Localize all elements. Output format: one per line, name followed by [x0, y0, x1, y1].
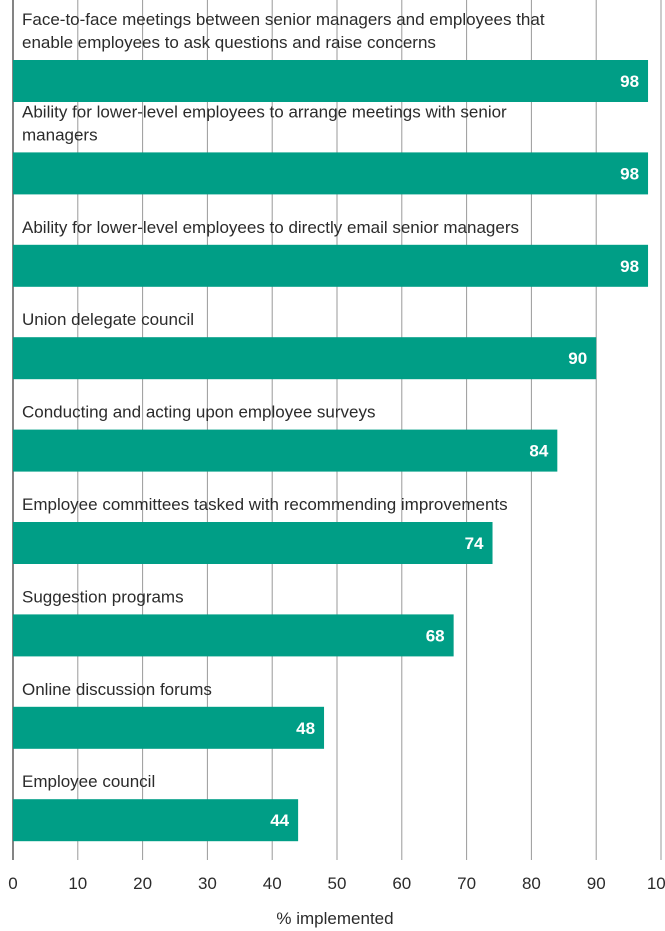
- bar-4: [13, 337, 597, 380]
- x-tick-label-70: 70: [457, 874, 476, 893]
- data-label-1: 98: [620, 72, 639, 91]
- bar-3: [13, 244, 649, 287]
- x-tick-labels: 0 10 20 30 40 50 60 70 80 90 100: [8, 874, 665, 893]
- data-label-2: 98: [620, 164, 639, 183]
- x-tick-label-20: 20: [133, 874, 152, 893]
- x-tick-label-100: 100: [647, 874, 665, 893]
- category-label-3: Ability for lower-level employees to dir…: [22, 218, 519, 237]
- data-label-3: 98: [620, 257, 639, 276]
- x-tick-label-50: 50: [328, 874, 347, 893]
- x-tick-label-0: 0: [8, 874, 17, 893]
- category-label-6: Employee committees tasked with recommen…: [22, 495, 508, 514]
- category-label-4: Union delegate council: [22, 310, 194, 329]
- category-label-2-line-2: managers: [22, 125, 98, 144]
- x-tick-label-80: 80: [522, 874, 541, 893]
- x-tick-label-40: 40: [263, 874, 282, 893]
- x-tick-label-10: 10: [68, 874, 87, 893]
- bar-2: [13, 152, 649, 195]
- x-tick-label-60: 60: [392, 874, 411, 893]
- category-label-1-line-2: enable employees to ask questions and ra…: [22, 33, 436, 52]
- category-label-5: Conducting and acting upon employee surv…: [22, 403, 375, 422]
- bar-9: [13, 799, 299, 842]
- category-label-9: Employee council: [22, 772, 155, 791]
- value-labels: 98 98 98 90 84 74 68 48 44: [270, 72, 639, 830]
- data-label-8: 48: [296, 719, 315, 738]
- bar-8: [13, 706, 325, 749]
- x-tick-label-90: 90: [587, 874, 606, 893]
- data-label-9: 44: [270, 811, 289, 830]
- bar-5: [13, 429, 558, 472]
- x-axis-title: % implemented: [276, 909, 393, 928]
- category-labels: Face-to-face meetings between senior man…: [22, 10, 545, 791]
- category-label-1-line-1: Face-to-face meetings between senior man…: [22, 10, 545, 29]
- data-label-6: 74: [465, 534, 484, 553]
- data-label-7: 68: [426, 626, 445, 645]
- bar-6: [13, 522, 493, 564]
- category-label-2-line-1: Ability for lower-level employees to arr…: [22, 102, 507, 121]
- category-label-7: Suggestion programs: [22, 587, 184, 606]
- data-label-5: 84: [529, 442, 548, 461]
- bar-1: [13, 60, 649, 102]
- category-label-8: Online discussion forums: [22, 680, 212, 699]
- bars: [13, 60, 649, 842]
- x-tick-label-30: 30: [198, 874, 217, 893]
- bar-7: [13, 614, 454, 657]
- data-label-4: 90: [568, 349, 587, 368]
